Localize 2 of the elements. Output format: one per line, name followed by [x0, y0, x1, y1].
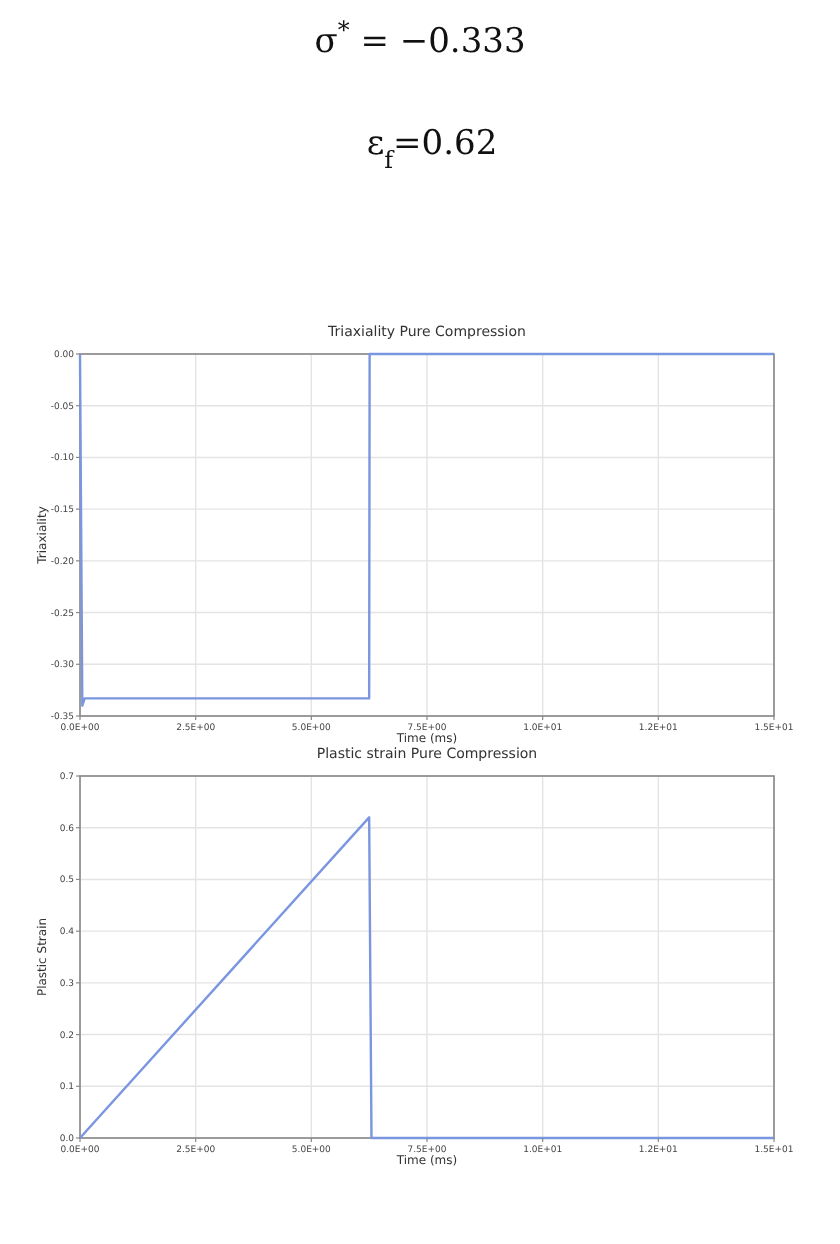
text: ε$_{f}$=0.62 [366, 124, 498, 174]
text: σ$^{*}$ = −0.333 [314, 16, 526, 62]
